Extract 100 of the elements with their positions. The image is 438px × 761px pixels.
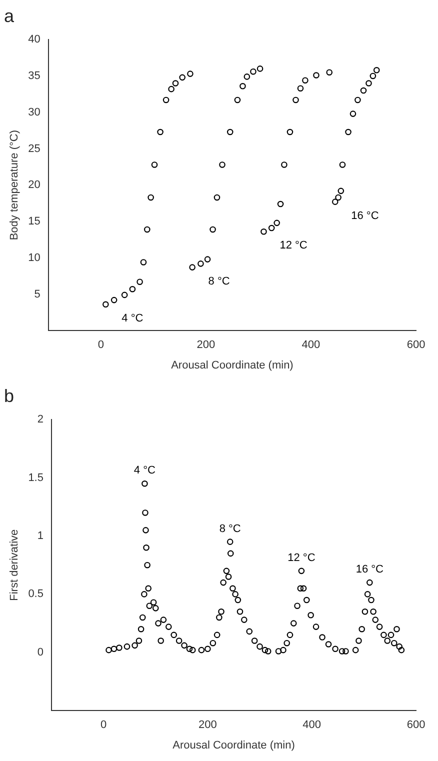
x-tick-label: 400: [302, 339, 320, 352]
point: [136, 638, 142, 644]
point: [240, 83, 246, 90]
point: [139, 614, 146, 621]
point: [356, 638, 362, 644]
point: [198, 260, 204, 267]
point: [236, 608, 244, 615]
series-label: 16 °C: [356, 564, 384, 576]
point: [268, 224, 275, 232]
y-tick-label: 25: [28, 142, 40, 155]
point: [251, 638, 258, 644]
point: [225, 574, 232, 580]
point: [179, 74, 186, 81]
point: [226, 538, 234, 545]
point: [292, 96, 299, 104]
point: [345, 128, 352, 136]
point: [384, 638, 391, 644]
point: [132, 642, 138, 649]
point: [290, 620, 297, 626]
point: [160, 616, 167, 623]
point: [339, 162, 346, 168]
point: [332, 646, 338, 652]
point: [241, 616, 248, 623]
x-tick-label: 200: [196, 339, 216, 352]
point: [162, 96, 170, 104]
series-label: 12 °C: [288, 552, 316, 564]
point: [376, 624, 383, 630]
point: [308, 612, 314, 618]
point: [170, 632, 178, 638]
point: [227, 550, 234, 557]
point: [246, 628, 253, 635]
x-tick-label: 600: [406, 719, 426, 732]
point: [275, 648, 282, 654]
point: [142, 510, 148, 516]
y-tick-label: 1: [37, 530, 44, 542]
point: [366, 579, 373, 586]
point: [370, 608, 376, 615]
point: [394, 626, 400, 632]
point: [189, 646, 196, 654]
point: [223, 568, 230, 574]
point: [373, 67, 380, 74]
point: [230, 585, 236, 592]
series-label: 8 °C: [208, 275, 230, 288]
y-tick-label: 0: [37, 646, 44, 658]
point: [144, 226, 150, 233]
point: [398, 646, 405, 654]
point: [226, 128, 234, 136]
point: [232, 591, 238, 598]
point: [141, 591, 148, 598]
point: [210, 226, 216, 233]
y-tick-label: 10: [28, 252, 40, 264]
point: [360, 87, 367, 94]
point: [390, 640, 398, 646]
y-axis-title: First derivative: [8, 529, 21, 601]
x-axis-title: Arousal Coordinate (min): [171, 359, 294, 372]
point: [172, 80, 179, 86]
point: [124, 643, 130, 650]
point: [294, 602, 300, 609]
point: [110, 646, 118, 652]
point: [166, 624, 172, 630]
point: [380, 632, 387, 638]
point: [358, 626, 365, 632]
point: [186, 646, 193, 652]
point: [121, 292, 128, 298]
point: [325, 641, 332, 648]
point: [338, 648, 346, 654]
point: [260, 228, 267, 235]
x-tick-label: 600: [406, 339, 426, 352]
y-tick-label: 0.5: [28, 588, 44, 600]
point: [234, 96, 241, 104]
point: [220, 579, 226, 586]
chart-title: b: [4, 386, 14, 406]
point: [146, 602, 153, 609]
point: [342, 648, 349, 654]
point: [210, 640, 216, 646]
y-tick-label: 35: [28, 70, 40, 82]
point: [396, 643, 402, 650]
series-label: 4 °C: [122, 312, 144, 324]
point: [148, 194, 154, 201]
point: [303, 596, 310, 604]
y-tick-label: 30: [28, 106, 40, 118]
point: [297, 585, 304, 592]
series-label: 16 °C: [351, 210, 379, 222]
point: [280, 646, 286, 654]
point: [274, 220, 280, 226]
point: [198, 646, 205, 654]
point: [388, 632, 394, 638]
point: [313, 72, 320, 78]
point: [256, 66, 264, 72]
point: [143, 544, 150, 551]
y-tick-label: 2: [37, 414, 44, 426]
chart-title: a: [4, 6, 15, 26]
point: [150, 599, 157, 606]
point: [187, 70, 194, 77]
series-label: 4 °C: [134, 464, 156, 477]
point: [234, 596, 242, 604]
point: [364, 591, 371, 598]
y-tick-label: 5: [34, 288, 40, 300]
point: [302, 77, 308, 84]
x-tick-label: 200: [198, 719, 217, 732]
